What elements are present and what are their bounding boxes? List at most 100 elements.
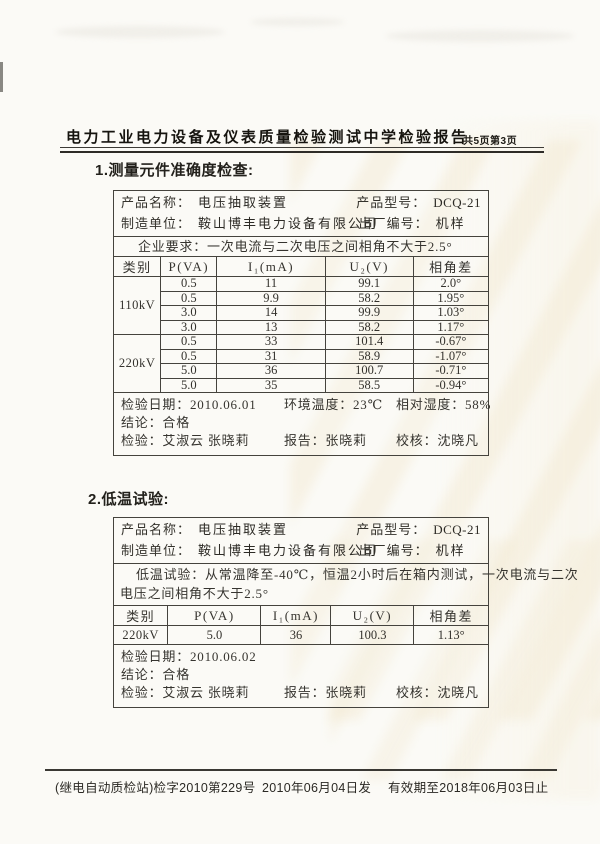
data-cell: 5.0 — [167, 625, 262, 645]
col-header-power: P(VA) — [160, 256, 218, 277]
manufacturer-label: 制造单位： — [121, 216, 192, 231]
col-header-voltage: U₂(V) — [330, 605, 415, 626]
inspectors: 检验：艾淑云 张晓莉 — [121, 433, 250, 448]
header-rule-thick — [60, 151, 544, 153]
ambient-temperature: 环境温度：23℃ — [284, 397, 383, 412]
page-footer: (继电自动质检站)检字2010第229号 2010年06月04日发 有效期至20… — [0, 777, 600, 795]
data-cell: 1.03° — [412, 305, 489, 321]
test-description-line1: 低温试验：从常温降至-40℃，恒温2小时后在箱内测试，一次电流与二次 — [136, 567, 579, 582]
table-row: 5.0 36 100.7 -0.71° — [114, 363, 489, 379]
product-info-block: 产品名称： 电压抽取装置 产品型号： DCQ-21 制造单位： 鞍山博丰电力设备有限公… — [114, 518, 488, 564]
col-header-category: 类别 — [113, 256, 162, 277]
reporter: 报告：张晓莉 — [284, 685, 367, 700]
table-header-row: 类别 P(VA) I₁(mA) U₂(V) 相角差 — [113, 256, 489, 277]
conclusion: 结论：合格 — [121, 415, 191, 430]
header-rule-thin — [60, 147, 544, 148]
product-name-field: 产品名称： 电压抽取装置 — [121, 519, 356, 540]
data-cell: 0.5 — [160, 334, 218, 350]
data-cell: 3.0 — [160, 305, 218, 321]
page-number-indicator: 共5页第3页 — [463, 136, 518, 147]
signatures-row: 检验：艾淑云 张晓莉 报告：张晓莉 校核：沈晓凡 — [121, 431, 481, 451]
scan-edge-mark — [0, 62, 3, 92]
data-cell: 13 — [216, 319, 326, 335]
model-value: DCQ-21 — [433, 522, 481, 537]
enterprise-requirement: 企业要求：一次电流与二次电压之间相角不大于2.5° — [114, 237, 488, 257]
col-header-phase-diff: 相角差 — [412, 256, 489, 277]
table-footer-block: 检验日期：2010.06.01 环境温度：23℃ 相对湿度：58% 结论：合格 … — [114, 392, 490, 455]
model-label: 产品型号： — [356, 195, 427, 210]
col-header-phase-diff: 相角差 — [413, 605, 489, 626]
inspection-date-row: 检验日期：2010.06.02 — [121, 647, 481, 667]
serial-value: 机样 — [435, 216, 466, 231]
issue-date: 2010年06月04日发 — [262, 781, 372, 795]
data-cell: 31 — [216, 348, 326, 364]
manufacturer-value: 鞍山博丰电力设备有限公司 — [198, 543, 379, 558]
reporter: 报告：张晓莉 — [284, 433, 367, 448]
inspection-date: 检验日期：2010.06.01 — [121, 397, 257, 412]
data-cell: 99.9 — [324, 305, 414, 321]
col-header-current: I₁(mA) — [260, 605, 332, 626]
data-cell: 1.13° — [413, 625, 489, 645]
data-cell: 35 — [216, 377, 326, 393]
manufacturer-field: 制造单位： 鞍山博丰电力设备有限公司 — [121, 540, 376, 561]
data-cell: 58.2 — [324, 319, 414, 335]
checker: 校核：沈晓凡 — [396, 685, 479, 700]
data-cell: 5.0 — [160, 377, 218, 393]
col-header-category: 类别 — [113, 605, 169, 626]
model-field: 产品型号： DCQ-21 — [356, 519, 481, 540]
manufacturer-value: 鞍山博丰电力设备有限公司 — [198, 216, 379, 231]
info-row: 产品名称： 电压抽取装置 产品型号： DCQ-21 — [121, 519, 481, 540]
scan-artifact — [385, 30, 575, 42]
data-cell: 99.1 — [324, 276, 414, 292]
category-cell: 110kV — [113, 276, 162, 335]
data-cell: 11 — [216, 276, 326, 292]
accuracy-check-table: 产品名称： 电压抽取装置 产品型号： DCQ-21 制造单位： 鞍山博丰电力设备有限公… — [113, 190, 490, 456]
product-name-field: 产品名称： 电压抽取装置 — [121, 192, 356, 213]
model-label: 产品型号： — [356, 522, 427, 537]
serial-label: 出厂编号： — [358, 543, 429, 558]
table-row: 110kV 0.5 11 99.1 2.0° — [113, 276, 489, 335]
model-value: DCQ-21 — [433, 195, 481, 210]
validity-period: 有效期至2018年06月03日止 — [388, 781, 549, 795]
scan-artifact — [250, 18, 345, 26]
inspection-date: 检验日期：2010.06.02 — [121, 649, 257, 664]
table-row: 0.5 31 58.9 -1.07° — [114, 348, 489, 364]
data-cell: 33 — [216, 334, 326, 350]
test-description-line2: 电压之间相角不大于2.5° — [120, 586, 269, 601]
table-row: 3.0 13 58.2 1.17° — [114, 319, 489, 335]
serial-field: 出厂编号： 机样 — [359, 213, 481, 234]
inspection-conditions-row: 检验日期：2010.06.01 环境温度：23℃ 相对湿度：58% — [121, 395, 490, 415]
col-header-voltage: U₂(V) — [324, 256, 414, 277]
data-cell: 0.5 — [160, 290, 218, 306]
signatures-row: 检验：艾淑云 张晓莉 报告：张晓莉 校核：沈晓凡 — [121, 683, 481, 703]
low-temperature-test-table: 产品名称： 电压抽取装置 产品型号： DCQ-21 制造单位： 鞍山博丰电力设备有限公… — [113, 517, 579, 708]
table-row: 0.5 9.9 58.2 1.95° — [114, 290, 489, 306]
data-cell: 2.0° — [412, 276, 489, 292]
section1-title: 1.测量元件准确度检查: — [95, 162, 254, 179]
data-cell: 5.0 — [160, 363, 218, 379]
data-cell: 58.2 — [324, 290, 414, 306]
col-header-current: I₁(mA) — [216, 256, 326, 277]
measurement-data-table: 类别 P(VA) I₁(mA) U₂(V) 相角差 110kV 0.5 11 9… — [113, 256, 489, 393]
data-cell: -0.71° — [412, 363, 489, 379]
conclusion-row: 结论：合格 — [121, 667, 481, 683]
table-row: 3.0 14 99.9 1.03° — [114, 305, 489, 321]
info-row: 制造单位： 鞍山博丰电力设备有限公司 出厂编号： 机样 — [121, 540, 481, 561]
inspectors: 检验：艾淑云 张晓莉 — [121, 685, 250, 700]
data-cell: 58.5 — [324, 377, 414, 393]
product-name-label: 产品名称： — [121, 522, 192, 537]
category-cell: 220kV — [113, 625, 169, 645]
category-cell: 220kV — [113, 334, 162, 393]
scan-artifact — [55, 26, 225, 38]
data-cell: 101.4 — [324, 334, 414, 350]
conclusion-row: 结论：合格 — [121, 415, 481, 431]
table-footer-block: 检验日期：2010.06.02 结论：合格 检验：艾淑云 张晓莉 报告：张晓莉 … — [114, 644, 488, 707]
product-name-value: 电压抽取装置 — [198, 195, 289, 210]
low-temp-data-table: 类别 P(VA) I₁(mA) U₂(V) 相角差 220kV 5.0 36 1… — [113, 605, 489, 645]
manufacturer-label: 制造单位： — [121, 543, 192, 558]
data-cell: 14 — [216, 305, 326, 321]
data-cell: 36 — [260, 625, 332, 645]
data-cell: 100.7 — [324, 363, 414, 379]
data-cell: 1.95° — [412, 290, 489, 306]
